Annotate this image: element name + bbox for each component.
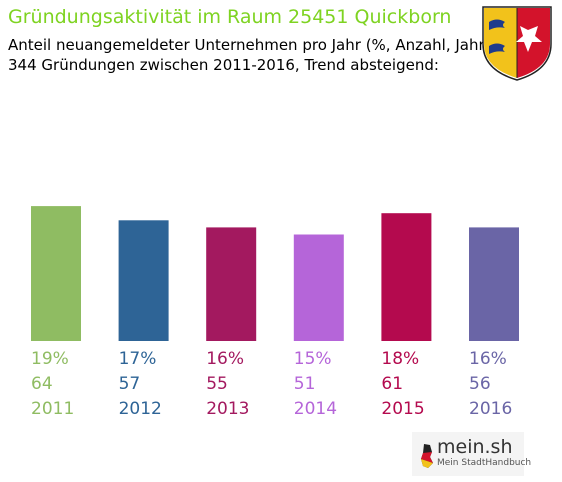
percent-label-2016: 16% — [469, 349, 507, 369]
count-label-2014: 51 — [294, 374, 316, 394]
year-label-2014: 2014 — [294, 399, 337, 419]
germany-map-icon — [421, 444, 433, 468]
year-label-2013: 2013 — [206, 399, 249, 419]
schleswig-holstein-crest-icon — [482, 6, 552, 81]
count-label-2012: 57 — [119, 374, 141, 394]
year-label-2011: 2011 — [31, 399, 74, 419]
bar-2014 — [293, 234, 344, 341]
percent-label-2011: 19% — [31, 349, 69, 369]
bar-2012 — [118, 220, 169, 341]
percent-label-2013: 16% — [206, 349, 244, 369]
count-label-2013: 55 — [206, 374, 228, 394]
bar-2015 — [381, 213, 432, 341]
count-label-2015: 61 — [381, 374, 403, 394]
count-label-2011: 64 — [31, 374, 53, 394]
percent-label-2015: 18% — [381, 349, 419, 369]
chart-title: Gründungsaktivität im Raum 25451 Quickbo… — [8, 6, 452, 28]
percent-label-2012: 17% — [119, 349, 157, 369]
year-label-2012: 2012 — [119, 399, 162, 419]
bar-2011 — [31, 206, 81, 341]
bar-2013 — [206, 227, 257, 341]
logo-name: mein.sh — [437, 436, 513, 458]
count-label-2016: 56 — [469, 374, 491, 394]
bar-2016 — [469, 227, 519, 341]
year-label-2016: 2016 — [469, 399, 512, 419]
percent-label-2014: 15% — [294, 349, 332, 369]
chart-subtitle-line2: 344 Gründungen zwischen 2011-2016, Trend… — [8, 56, 439, 74]
year-label-2015: 2015 — [381, 399, 424, 419]
chart-subtitle-line1: Anteil neuangemeldeter Unternehmen pro J… — [8, 36, 491, 54]
logo-tagline: Mein StadtHandbuch — [437, 458, 532, 468]
